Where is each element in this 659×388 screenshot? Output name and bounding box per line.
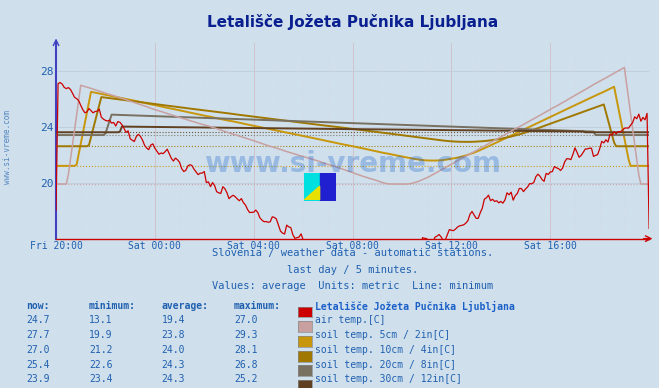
Text: soil temp. 30cm / 12in[C]: soil temp. 30cm / 12in[C] [315, 374, 462, 385]
Text: soil temp. 10cm / 4in[C]: soil temp. 10cm / 4in[C] [315, 345, 456, 355]
Text: 24.3: 24.3 [161, 374, 185, 385]
Text: maximum:: maximum: [234, 301, 281, 311]
Text: average:: average: [161, 301, 208, 311]
Text: Slovenia / weather data - automatic stations.: Slovenia / weather data - automatic stat… [212, 248, 493, 258]
Text: 21.2: 21.2 [89, 345, 113, 355]
Text: 25.4: 25.4 [26, 360, 50, 370]
Text: 23.9: 23.9 [26, 374, 50, 385]
Text: 24.3: 24.3 [161, 360, 185, 370]
Text: 27.0: 27.0 [26, 345, 50, 355]
Text: www.si-vreme.com: www.si-vreme.com [204, 150, 501, 178]
Text: air temp.[C]: air temp.[C] [315, 315, 386, 326]
Text: 19.9: 19.9 [89, 330, 113, 340]
Text: 23.4: 23.4 [89, 374, 113, 385]
Text: www.si-vreme.com: www.si-vreme.com [3, 111, 13, 184]
Text: 24.0: 24.0 [161, 345, 185, 355]
Text: Letališče Jožeta Pučnika Ljubljana: Letališče Jožeta Pučnika Ljubljana [207, 14, 498, 29]
Text: 22.6: 22.6 [89, 360, 113, 370]
Text: now:: now: [26, 301, 50, 311]
Text: 27.7: 27.7 [26, 330, 50, 340]
Text: soil temp. 5cm / 2in[C]: soil temp. 5cm / 2in[C] [315, 330, 450, 340]
Text: 13.1: 13.1 [89, 315, 113, 326]
Text: 23.8: 23.8 [161, 330, 185, 340]
Text: 26.8: 26.8 [234, 360, 258, 370]
Text: Values: average  Units: metric  Line: minimum: Values: average Units: metric Line: mini… [212, 281, 493, 291]
Text: last day / 5 minutes.: last day / 5 minutes. [287, 265, 418, 275]
Text: 27.0: 27.0 [234, 315, 258, 326]
Text: minimum:: minimum: [89, 301, 136, 311]
Text: 24.7: 24.7 [26, 315, 50, 326]
Text: 28.1: 28.1 [234, 345, 258, 355]
Text: Letališče Jožeta Pučnika Ljubljana: Letališče Jožeta Pučnika Ljubljana [315, 301, 515, 312]
Text: 29.3: 29.3 [234, 330, 258, 340]
Text: soil temp. 20cm / 8in[C]: soil temp. 20cm / 8in[C] [315, 360, 456, 370]
Text: 25.2: 25.2 [234, 374, 258, 385]
Polygon shape [304, 186, 320, 200]
Text: 19.4: 19.4 [161, 315, 185, 326]
